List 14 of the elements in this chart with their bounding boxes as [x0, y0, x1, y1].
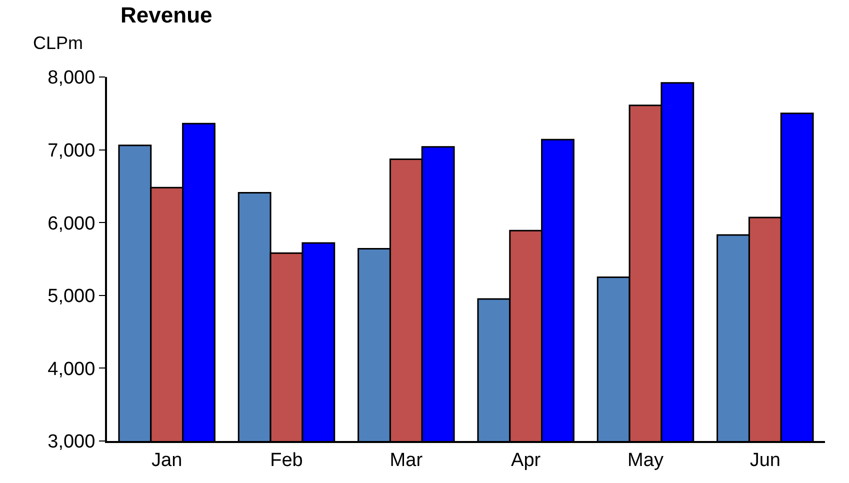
y-axis-title: CLPm — [33, 33, 84, 53]
x-tick-label: Jan — [152, 450, 182, 471]
x-tick-label: Feb — [270, 450, 303, 471]
x-tick-label: Apr — [511, 450, 542, 471]
x-tick-label: May — [628, 450, 664, 471]
y-tick-label: 6,000 — [48, 213, 96, 234]
y-tick-label: 8,000 — [48, 68, 96, 89]
chart-title: Revenue — [120, 2, 212, 28]
x-tick-label: Jun — [750, 450, 780, 471]
y-tick-label: 5,000 — [48, 286, 96, 308]
y-tick-label: 3,000 — [48, 432, 96, 453]
y-tick-label: 4,000 — [48, 358, 96, 380]
y-tick-label: 7,000 — [48, 140, 96, 162]
x-tick-label: Mar — [390, 450, 424, 471]
